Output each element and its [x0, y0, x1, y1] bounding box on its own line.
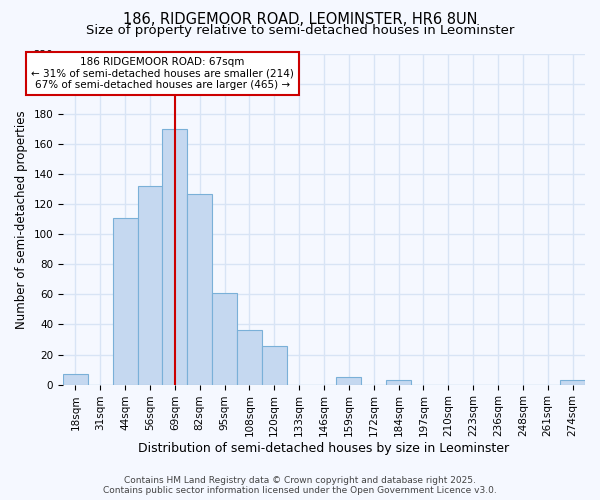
X-axis label: Distribution of semi-detached houses by size in Leominster: Distribution of semi-detached houses by … [139, 442, 509, 455]
Text: Size of property relative to semi-detached houses in Leominster: Size of property relative to semi-detach… [86, 24, 514, 37]
Bar [337, 377, 361, 384]
Y-axis label: Number of semi-detached properties: Number of semi-detached properties [15, 110, 28, 328]
Bar [386, 380, 411, 384]
Bar [237, 330, 262, 384]
Text: 186 RIDGEMOOR ROAD: 67sqm
← 31% of semi-detached houses are smaller (214)
67% of: 186 RIDGEMOOR ROAD: 67sqm ← 31% of semi-… [31, 57, 294, 90]
Bar [63, 374, 88, 384]
Bar [212, 293, 237, 384]
Bar [163, 129, 187, 384]
Bar [187, 194, 212, 384]
Bar [262, 346, 287, 385]
Bar [137, 186, 163, 384]
Bar [113, 218, 137, 384]
Text: 186, RIDGEMOOR ROAD, LEOMINSTER, HR6 8UN: 186, RIDGEMOOR ROAD, LEOMINSTER, HR6 8UN [123, 12, 477, 28]
Text: Contains HM Land Registry data © Crown copyright and database right 2025.
Contai: Contains HM Land Registry data © Crown c… [103, 476, 497, 495]
Bar [560, 380, 585, 384]
